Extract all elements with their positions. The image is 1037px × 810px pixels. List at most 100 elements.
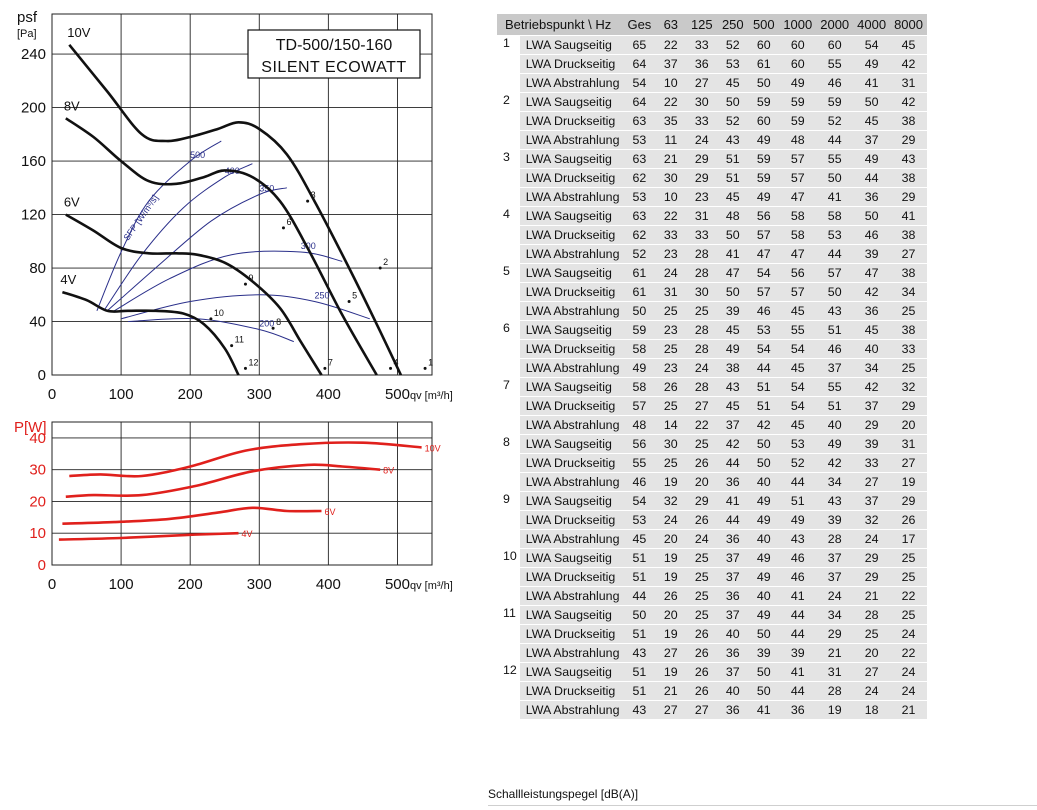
table-cell: 46 [853, 226, 891, 244]
table-cell: 62 [623, 169, 656, 187]
table-row: LWA Druckseitig 57 25 27 45 51 54 51 37 29 [497, 397, 927, 415]
table-row: LWA Druckseitig 53 24 26 44 49 49 39 32 26 [497, 511, 927, 529]
table-cell: 25 [655, 340, 687, 358]
table-cell: 31 [890, 435, 927, 453]
table-row: 2 LWA Saugseitig 64 22 30 50 59 59 59 50 42 [497, 93, 927, 149]
table-cell: 44 [717, 511, 749, 529]
table-cell: 38 [717, 359, 749, 377]
table-cell: 37 [717, 606, 749, 624]
table-row: LWA Abstrahlung 45 20 24 36 40 43 28 24 17 [497, 530, 927, 548]
row-label: LWA Druckseitig [519, 625, 624, 643]
table-cell: 45 [717, 321, 749, 339]
table-cell: 25 [686, 606, 718, 624]
table-cell: 58 [623, 340, 656, 358]
operating-point-marker [243, 366, 247, 370]
table-cell: 41 [748, 701, 780, 719]
table-row: 10 LWA Saugseitig 51 19 25 37 49 46 37 29 25 [497, 549, 927, 605]
table-cell: 20 [890, 416, 927, 434]
table-cell: 61 [748, 55, 780, 73]
table-cell: 50 [853, 93, 891, 111]
table-cell: 29 [853, 549, 891, 567]
table-cell: 25 [890, 302, 927, 320]
table-cell: 40 [816, 416, 854, 434]
table-cell: 39 [853, 245, 891, 263]
table-cell: 27 [686, 701, 718, 719]
table-cell: 34 [816, 606, 854, 624]
table-cell: 39 [816, 511, 854, 529]
row-label: LWA Druckseitig [519, 397, 624, 415]
table-cell: 61 [623, 283, 656, 301]
table-cell: 41 [779, 663, 817, 681]
table-cell: 36 [717, 473, 749, 491]
table-cell: 24 [853, 530, 891, 548]
table-cell: 49 [779, 511, 817, 529]
table-cell: 51 [623, 682, 656, 700]
row-label: LWA Saugseitig [519, 492, 624, 510]
table-cell: 33 [655, 226, 687, 244]
table-cell: 11 [655, 131, 687, 149]
operating-point-label: 12 [248, 357, 258, 367]
table-cell: 36 [853, 302, 891, 320]
table-cell: 27 [655, 701, 687, 719]
table-cell: 60 [779, 36, 817, 54]
table-cell: 63 [623, 150, 656, 168]
operating-point-label: 10 [214, 308, 224, 318]
table-cell: 39 [779, 644, 817, 662]
table-cell: 54 [623, 492, 656, 510]
table-cell: 26 [655, 587, 687, 605]
table-cell: 22 [890, 587, 927, 605]
table-cell: 39 [748, 644, 780, 662]
table-cell: 31 [890, 74, 927, 92]
row-label: LWA Saugseitig [519, 36, 624, 54]
sfp-curve-label: 300 [301, 241, 316, 251]
table-cell: 25 [686, 568, 718, 586]
table-cell: 22 [655, 93, 687, 111]
table-row: 7 LWA Saugseitig 58 26 28 43 51 54 55 42 32 [497, 378, 927, 434]
table-row: LWA Abstrahlung 49 23 24 38 44 45 37 34 25 [497, 359, 927, 377]
table-cell: 37 [816, 359, 854, 377]
upper-x-tick-label: 0 [48, 386, 56, 403]
upper-y-tick-label: 80 [29, 260, 46, 277]
table-cell: 48 [717, 207, 749, 225]
table-cell: 50 [748, 663, 780, 681]
sfp-curve [106, 187, 288, 312]
operating-point-label: 8 [276, 317, 281, 327]
table-cell: 54 [623, 74, 656, 92]
table-cell: 24 [655, 264, 687, 282]
table-row: 12 LWA Saugseitig 51 19 26 37 50 41 31 27 24 [497, 663, 927, 719]
operating-point-marker [209, 317, 213, 321]
table-cell: 63 [623, 207, 656, 225]
table-cell: 29 [816, 625, 854, 643]
table-cell: 42 [853, 378, 891, 396]
table-row: LWA Abstrahlung 53 10 23 45 49 47 41 36 29 [497, 188, 927, 206]
table-cell: 64 [623, 93, 656, 111]
operating-point-label: 5 [352, 290, 357, 300]
table-cell: 53 [717, 55, 749, 73]
table-cell: 25 [853, 625, 891, 643]
row-label: LWA Abstrahlung [519, 701, 624, 719]
table-cell: 46 [779, 549, 817, 567]
operating-point-marker [271, 326, 275, 330]
table-cell: 43 [717, 378, 749, 396]
operating-point-marker [281, 226, 285, 230]
table-cell: 46 [748, 302, 780, 320]
lower-y-tick-label: 10 [29, 525, 46, 542]
table-cell: 30 [686, 283, 718, 301]
table-cell: 32 [655, 492, 687, 510]
table-cell: 30 [686, 93, 718, 111]
table-cell: 33 [686, 36, 718, 54]
table-cell: 42 [890, 55, 927, 73]
table-cell: 36 [717, 701, 749, 719]
table-cell: 29 [853, 416, 891, 434]
header-frequency: 125 [686, 14, 718, 35]
table-cell: 28 [816, 530, 854, 548]
table-cell: 51 [816, 397, 854, 415]
row-label: LWA Druckseitig [519, 55, 624, 73]
table-cell: 49 [748, 492, 780, 510]
sfp-curve [113, 250, 343, 312]
table-cell: 28 [686, 340, 718, 358]
table-cell: 42 [748, 416, 780, 434]
table-header-row: Betriebspunkt \ Hz Ges 63 125 250 500 1000 2000… [497, 14, 927, 35]
operating-point-number: 3 [497, 150, 520, 206]
table-cell: 43 [816, 492, 854, 510]
